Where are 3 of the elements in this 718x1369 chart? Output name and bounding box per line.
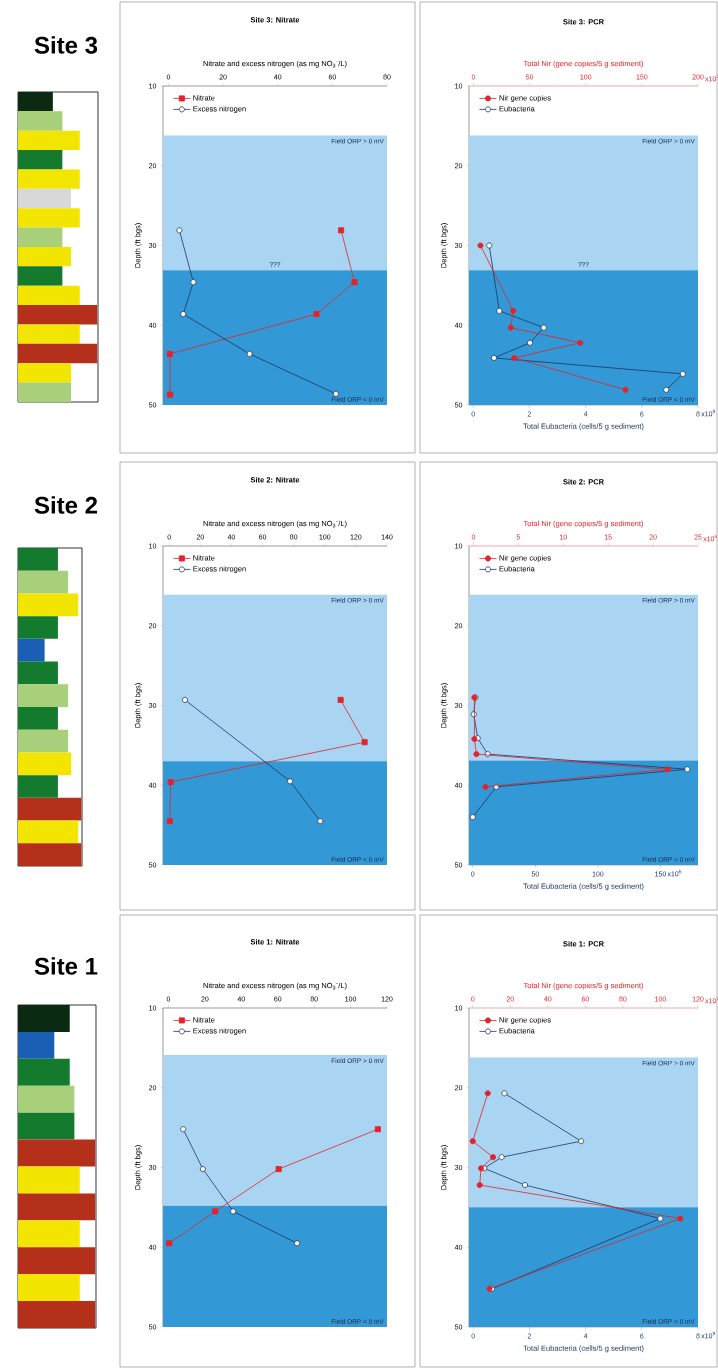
chart-title: Site 1 xyxy=(34,957,98,975)
chart-title: Site 3 xyxy=(34,36,98,54)
chart-title: Site 2 xyxy=(34,496,98,514)
